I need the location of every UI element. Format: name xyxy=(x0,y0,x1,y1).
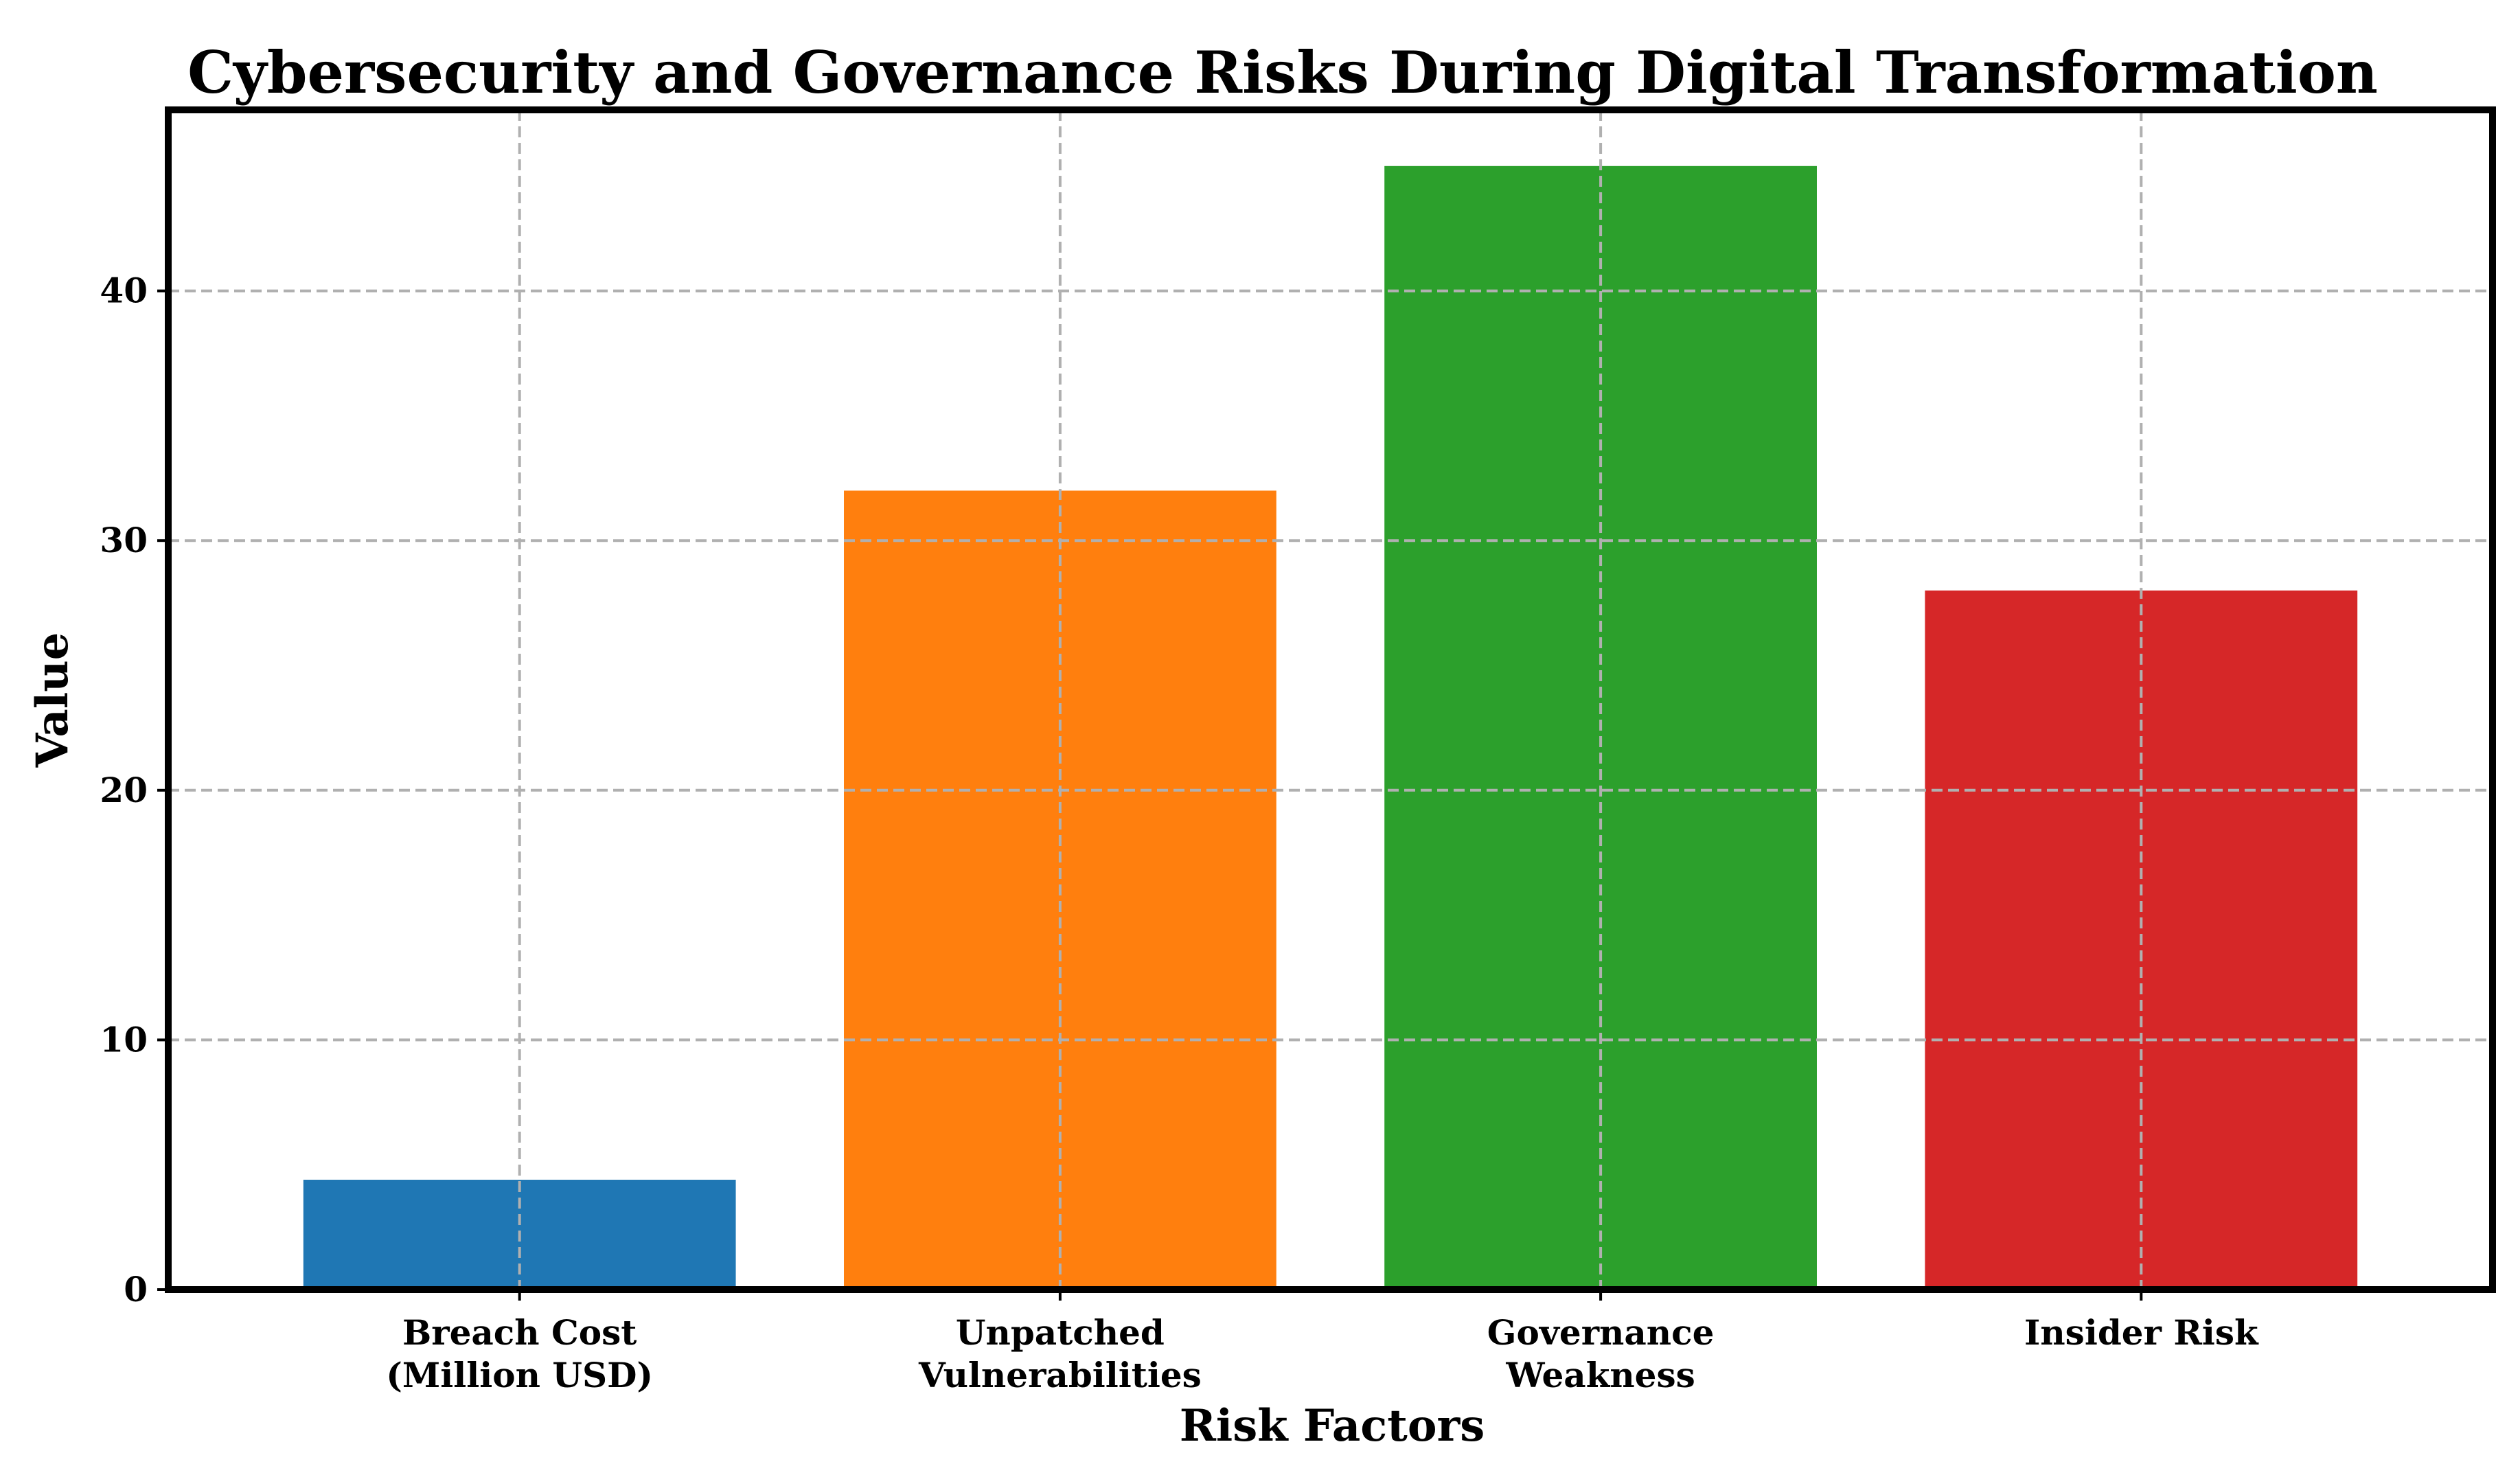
x-axis-label: Risk Factors xyxy=(1180,1400,1485,1452)
y-tick-label: 20 xyxy=(100,770,148,810)
chart-title: Cybersecurity and Governance Risks Durin… xyxy=(187,38,2378,106)
bars xyxy=(303,165,2358,1290)
y-axis-label: Value xyxy=(27,632,78,768)
y-tick-label: 30 xyxy=(100,520,148,560)
y-tick-label: 0 xyxy=(124,1269,148,1310)
y-axis-ticks: 0 10 20 30 40 xyxy=(100,271,168,1310)
grid-overlay xyxy=(168,110,2493,1290)
x-tick-label: Governance Weakness xyxy=(1487,1312,1715,1395)
x-tick-label: Unpatched Vulnerabilities xyxy=(918,1312,1202,1395)
x-tick-label: Insider Risk xyxy=(2024,1312,2259,1353)
x-axis-ticks: Breach Cost (Million USD) Unpatched Vulnera… xyxy=(386,1290,2259,1395)
plot-frame xyxy=(165,106,2496,1293)
y-tick-label: 10 xyxy=(100,1019,148,1060)
y-tick-label: 40 xyxy=(100,271,148,311)
x-tick-label: Breach Cost (Million USD) xyxy=(386,1312,653,1395)
